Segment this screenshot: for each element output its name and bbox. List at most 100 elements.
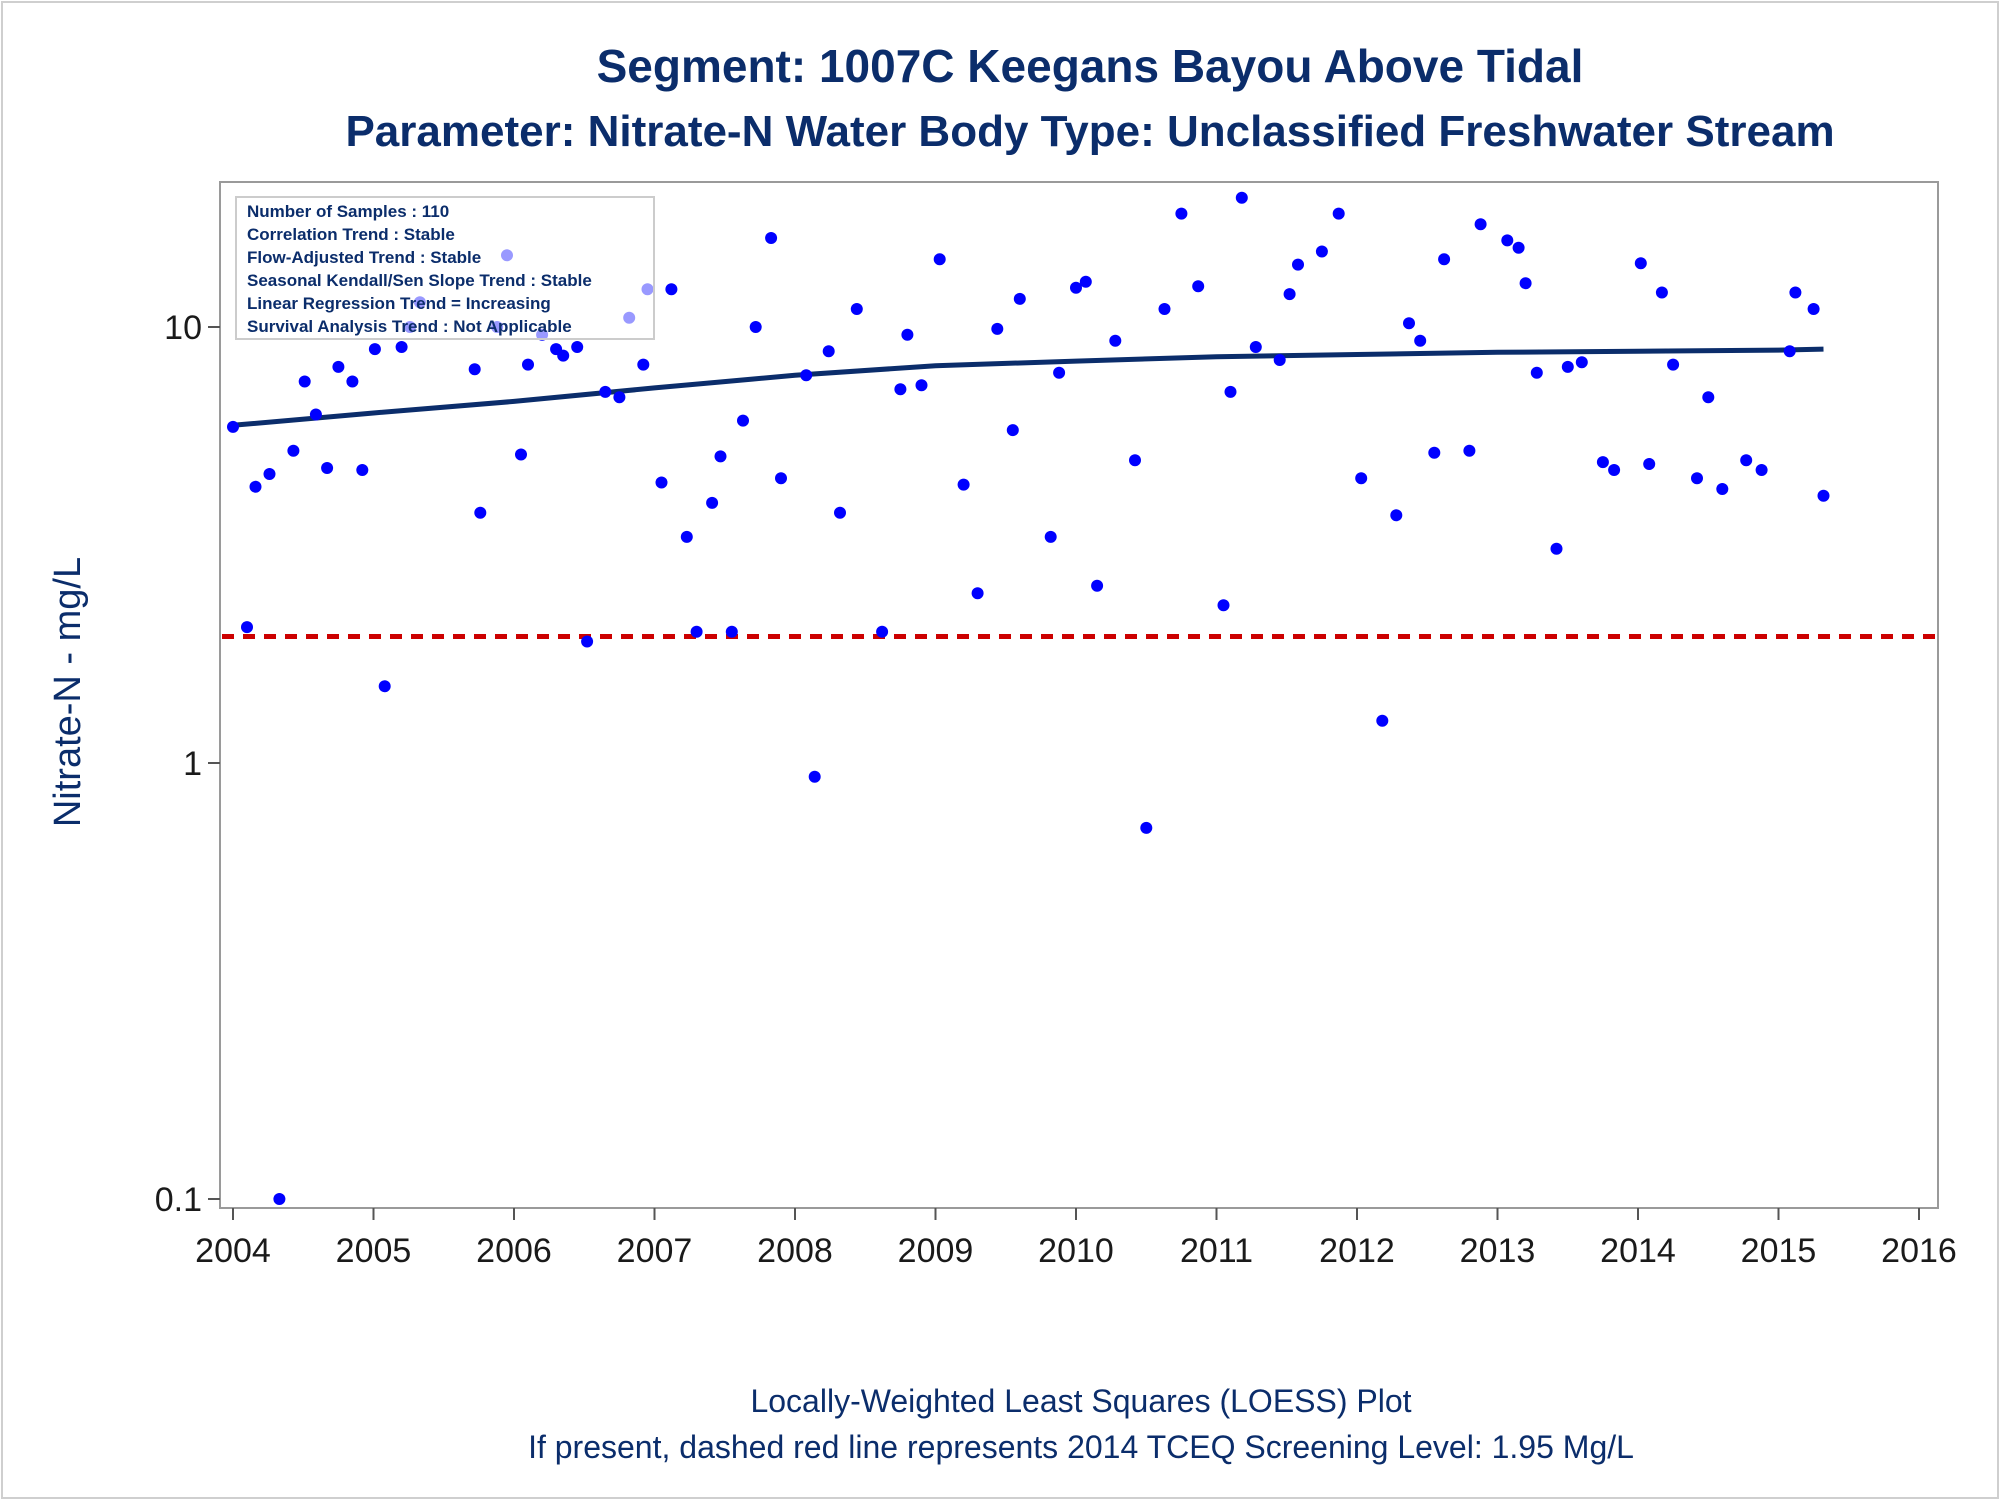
data-point (915, 379, 928, 392)
y-tick-label: 0.1 (155, 1181, 202, 1219)
data-point (991, 322, 1004, 335)
data-point (765, 232, 778, 244)
data-point (1561, 360, 1574, 373)
data-point (850, 303, 863, 315)
data-point (522, 358, 534, 371)
data-point (1192, 280, 1205, 293)
data-point (775, 472, 787, 485)
x-tick-label: 2013 (1460, 1232, 1536, 1270)
data-point (1355, 472, 1368, 485)
data-point (971, 587, 984, 600)
data-point (515, 448, 527, 461)
data-point (725, 625, 738, 638)
y-tick-label: 10 (164, 309, 202, 347)
data-point (1575, 356, 1588, 369)
data-point (655, 476, 668, 489)
data-point (1817, 489, 1830, 502)
x-tick-label: 2014 (1600, 1232, 1676, 1270)
data-point (1091, 579, 1104, 592)
stats-line: Correlation Trend : Stable (247, 225, 455, 244)
data-point (1740, 454, 1753, 467)
data-point (1332, 207, 1345, 220)
data-point (1755, 464, 1768, 476)
data-point (395, 341, 408, 353)
data-point (474, 506, 487, 519)
x-tick-label: 2015 (1741, 1232, 1817, 1270)
data-point (714, 450, 727, 463)
x-tick-label: 2011 (1180, 1232, 1253, 1270)
data-point (1273, 354, 1286, 366)
data-point (321, 462, 334, 474)
data-point (808, 770, 821, 783)
x-tick-label: 2005 (336, 1232, 412, 1270)
stats-box: Number of Samples : 110 Correlation Tren… (235, 196, 655, 340)
data-point (557, 349, 570, 362)
stats-line: Number of Samples : 110 (247, 202, 449, 221)
data-point (894, 383, 907, 396)
x-tick-label: 2012 (1319, 1232, 1395, 1270)
data-point (599, 385, 612, 398)
data-point (1438, 253, 1451, 266)
plot-layer: 2004 2005 2006 2007 2008 2009 2010 2011 2012 2013… (155, 181, 1957, 1270)
y-tick-label: 1 (183, 745, 202, 783)
data-point (1079, 275, 1092, 288)
data-point (1783, 345, 1796, 358)
data-point (1217, 599, 1230, 612)
data-point (1013, 292, 1026, 305)
data-point (933, 253, 946, 266)
data-point (1249, 341, 1262, 353)
data-point (690, 625, 703, 638)
footnote-loess: Locally-Weighted Least Squares (LOESS) P… (750, 1383, 1411, 1419)
data-point (1608, 464, 1621, 476)
stats-line: Seasonal Kendall/Sen Slope Trend : Stabl… (247, 271, 592, 290)
data-point (1414, 334, 1427, 347)
data-point (1807, 303, 1820, 315)
data-point (298, 375, 311, 388)
data-point (1315, 245, 1328, 258)
data-point (356, 464, 369, 476)
y-axis-label: Nitrate-N - mg/L (47, 557, 89, 827)
data-point (1006, 424, 1019, 437)
data-point (1129, 454, 1141, 467)
data-point (1390, 509, 1403, 522)
data-point (581, 635, 594, 648)
chart-title: Segment: 1007C Keegans Bayou Above Tidal (597, 40, 1584, 92)
data-point (1501, 234, 1514, 247)
loess-line (232, 346, 1824, 428)
data-point (1463, 444, 1476, 457)
data-point (1235, 191, 1248, 204)
data-point (1667, 358, 1680, 371)
data-point (1474, 218, 1487, 231)
data-point (1044, 530, 1057, 543)
data-point (1519, 277, 1532, 290)
data-point (273, 1193, 286, 1205)
data-point (1596, 456, 1609, 469)
data-point (378, 680, 391, 693)
x-tick-label: 2006 (476, 1232, 552, 1270)
data-point (1109, 334, 1122, 347)
data-point (1655, 286, 1668, 299)
data-point (241, 621, 253, 634)
data-point (822, 345, 835, 358)
x-tick-label: 2007 (617, 1232, 693, 1270)
data-point (834, 506, 846, 519)
data-point (1550, 542, 1563, 555)
chart-subtitle: Parameter: Nitrate-N Water Body Type: Un… (345, 107, 1834, 156)
data-point (1789, 286, 1802, 299)
footnote-screening: If present, dashed red line represents 2… (528, 1429, 1634, 1465)
stats-line: Linear Regression Trend = Increasing (247, 294, 551, 313)
x-tick-label: 2004 (195, 1232, 271, 1270)
data-point (637, 358, 650, 371)
data-point (468, 363, 481, 376)
data-point (800, 369, 813, 382)
data-point (957, 478, 970, 491)
data-point (249, 480, 262, 493)
x-tick-label: 2016 (1881, 1232, 1957, 1270)
data-point (680, 530, 693, 543)
stats-line: Survival Analysis Trend : Not Applicable (247, 317, 572, 336)
data-point (665, 283, 678, 296)
data-point (1283, 288, 1296, 301)
x-tick-label: 2010 (1038, 1232, 1114, 1270)
